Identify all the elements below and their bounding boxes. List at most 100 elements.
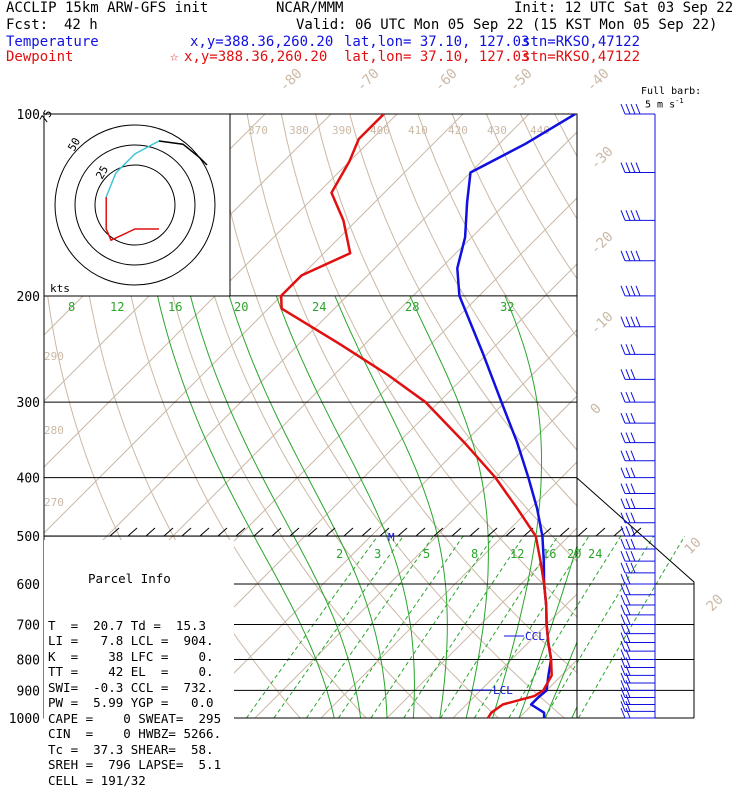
wind-barb-flag xyxy=(626,499,630,509)
parcel-row: Tc = 37.3 SHEAR= 58. xyxy=(44,742,234,758)
wind-barb xyxy=(621,163,655,173)
isotherm-line xyxy=(717,114,740,718)
mixing-ratio-label: 12 xyxy=(510,547,524,561)
wind-barb-flag xyxy=(636,317,640,327)
wind-barb xyxy=(621,468,655,478)
wind-barb-flag xyxy=(631,499,635,509)
hatch-mark xyxy=(578,528,587,536)
dry-adiabat-line xyxy=(281,114,696,718)
wind-barb xyxy=(621,369,655,379)
wind-barb xyxy=(621,286,655,296)
wind-barb-flag xyxy=(626,563,630,573)
wind-barb-flag xyxy=(621,585,625,595)
lower-frame-edge xyxy=(577,478,694,718)
dry-adiabat-line xyxy=(657,114,740,718)
wind-barb-flag xyxy=(631,451,635,461)
wind-barb-flag xyxy=(626,605,630,615)
wind-barb xyxy=(621,344,655,354)
wind-barb-flag xyxy=(631,539,635,549)
wind-barb-flag xyxy=(626,433,630,443)
ccl-label: CCL xyxy=(525,630,545,643)
wind-barb-flag xyxy=(631,317,635,327)
wind-barb-flag xyxy=(621,595,625,605)
moist-adiabat-line xyxy=(572,296,740,718)
wind-barb-flag xyxy=(636,251,640,261)
wind-barb-flag xyxy=(621,104,625,114)
wind-barb-flag xyxy=(621,286,625,296)
isotherm-line xyxy=(189,114,740,718)
wind-barb xyxy=(621,614,655,624)
dry-adiabat-label: 370 xyxy=(248,124,268,137)
wind-barb-flag xyxy=(621,605,625,615)
isotherm-label: -40 xyxy=(584,66,613,95)
wind-barb-flag xyxy=(626,413,630,423)
wind-barb-flag xyxy=(631,163,635,173)
wind-barb-flag xyxy=(621,210,625,220)
wind-barb xyxy=(621,210,655,220)
wind-barb xyxy=(621,595,655,605)
wind-barb-flag xyxy=(626,595,630,605)
wind-barb-flag xyxy=(621,499,625,509)
parcel-row: CIN = 0 HWBZ= 5266. xyxy=(44,726,234,742)
isotherm-label: -20 xyxy=(588,229,617,258)
dry-adiabat-label: 410 xyxy=(408,124,428,137)
wind-barb-flag xyxy=(626,286,630,296)
wind-barb-flag xyxy=(631,433,635,443)
wind-barb xyxy=(621,695,655,705)
parcel-row: CELL = 191/32 xyxy=(44,773,234,789)
wind-barb-flag xyxy=(621,614,625,624)
wind-barb xyxy=(621,451,655,461)
mixing-ratio-label: 20 xyxy=(567,547,581,561)
wind-barb xyxy=(621,433,655,443)
wind-barb-flag xyxy=(621,251,625,261)
mixing-ratio-label: 28 xyxy=(405,300,419,314)
wind-barb-flag xyxy=(631,344,635,354)
parcel-row: SREH = 796 LAPSE= 5.1 xyxy=(44,757,234,773)
wind-barb xyxy=(621,484,655,494)
wind-barb-flag xyxy=(636,286,640,296)
dewpoint-profile xyxy=(281,114,552,718)
wind-barb-flag xyxy=(626,369,630,379)
wind-barb-flag xyxy=(626,551,630,561)
wind-barb-flag xyxy=(631,468,635,478)
wind-barb-flag xyxy=(626,574,630,584)
mixing-ratio-label: 2 xyxy=(336,547,343,561)
wind-barb-flag xyxy=(626,468,630,478)
wind-barb xyxy=(621,499,655,509)
moist-adiabat-line xyxy=(598,296,740,718)
wind-barb-flag xyxy=(626,104,630,114)
wind-barb-flag xyxy=(631,484,635,494)
wind-barb xyxy=(621,413,655,423)
wind-barb-flag xyxy=(631,286,635,296)
dry-adiabat-label: 420 xyxy=(448,124,468,137)
isotherm-line xyxy=(651,114,740,718)
dry-adiabat-label: 380 xyxy=(289,124,309,137)
wind-barb-flag xyxy=(621,344,625,354)
wind-barb-flag xyxy=(626,163,630,173)
mixing-ratio-label: 20 xyxy=(234,300,248,314)
wind-barb-flag xyxy=(621,433,625,443)
isotherm-label: -60 xyxy=(432,66,461,95)
mixing-ratio-label: 32 xyxy=(500,300,514,314)
wind-barb-flag xyxy=(621,526,625,536)
hatch-mark xyxy=(398,528,407,536)
wind-barb-flag xyxy=(626,210,630,220)
parcel-row: TT = 42 EL = 0. xyxy=(44,664,234,680)
pressure-tick-label: 500 xyxy=(17,530,40,545)
pressure-tick-label: 1000 xyxy=(9,712,40,727)
hatch-mark xyxy=(200,528,209,536)
wind-barb xyxy=(621,624,655,634)
dry-adiabat-line xyxy=(589,114,740,718)
dry-adiabat-line xyxy=(486,114,740,718)
isotherm-label: 10 xyxy=(682,535,705,558)
wind-barb-flag xyxy=(636,104,640,114)
wind-barb-flag xyxy=(621,392,625,402)
wind-barb xyxy=(621,392,655,402)
pressure-tick-label: 900 xyxy=(17,684,40,699)
hatch-mark xyxy=(596,528,605,536)
wind-barb-flag xyxy=(631,251,635,261)
parcel-row: K = 38 LFC = 0. xyxy=(44,649,234,665)
parcel-row: T = 20.7 Td = 15.3 xyxy=(44,618,234,634)
wind-barb-flag xyxy=(631,392,635,402)
